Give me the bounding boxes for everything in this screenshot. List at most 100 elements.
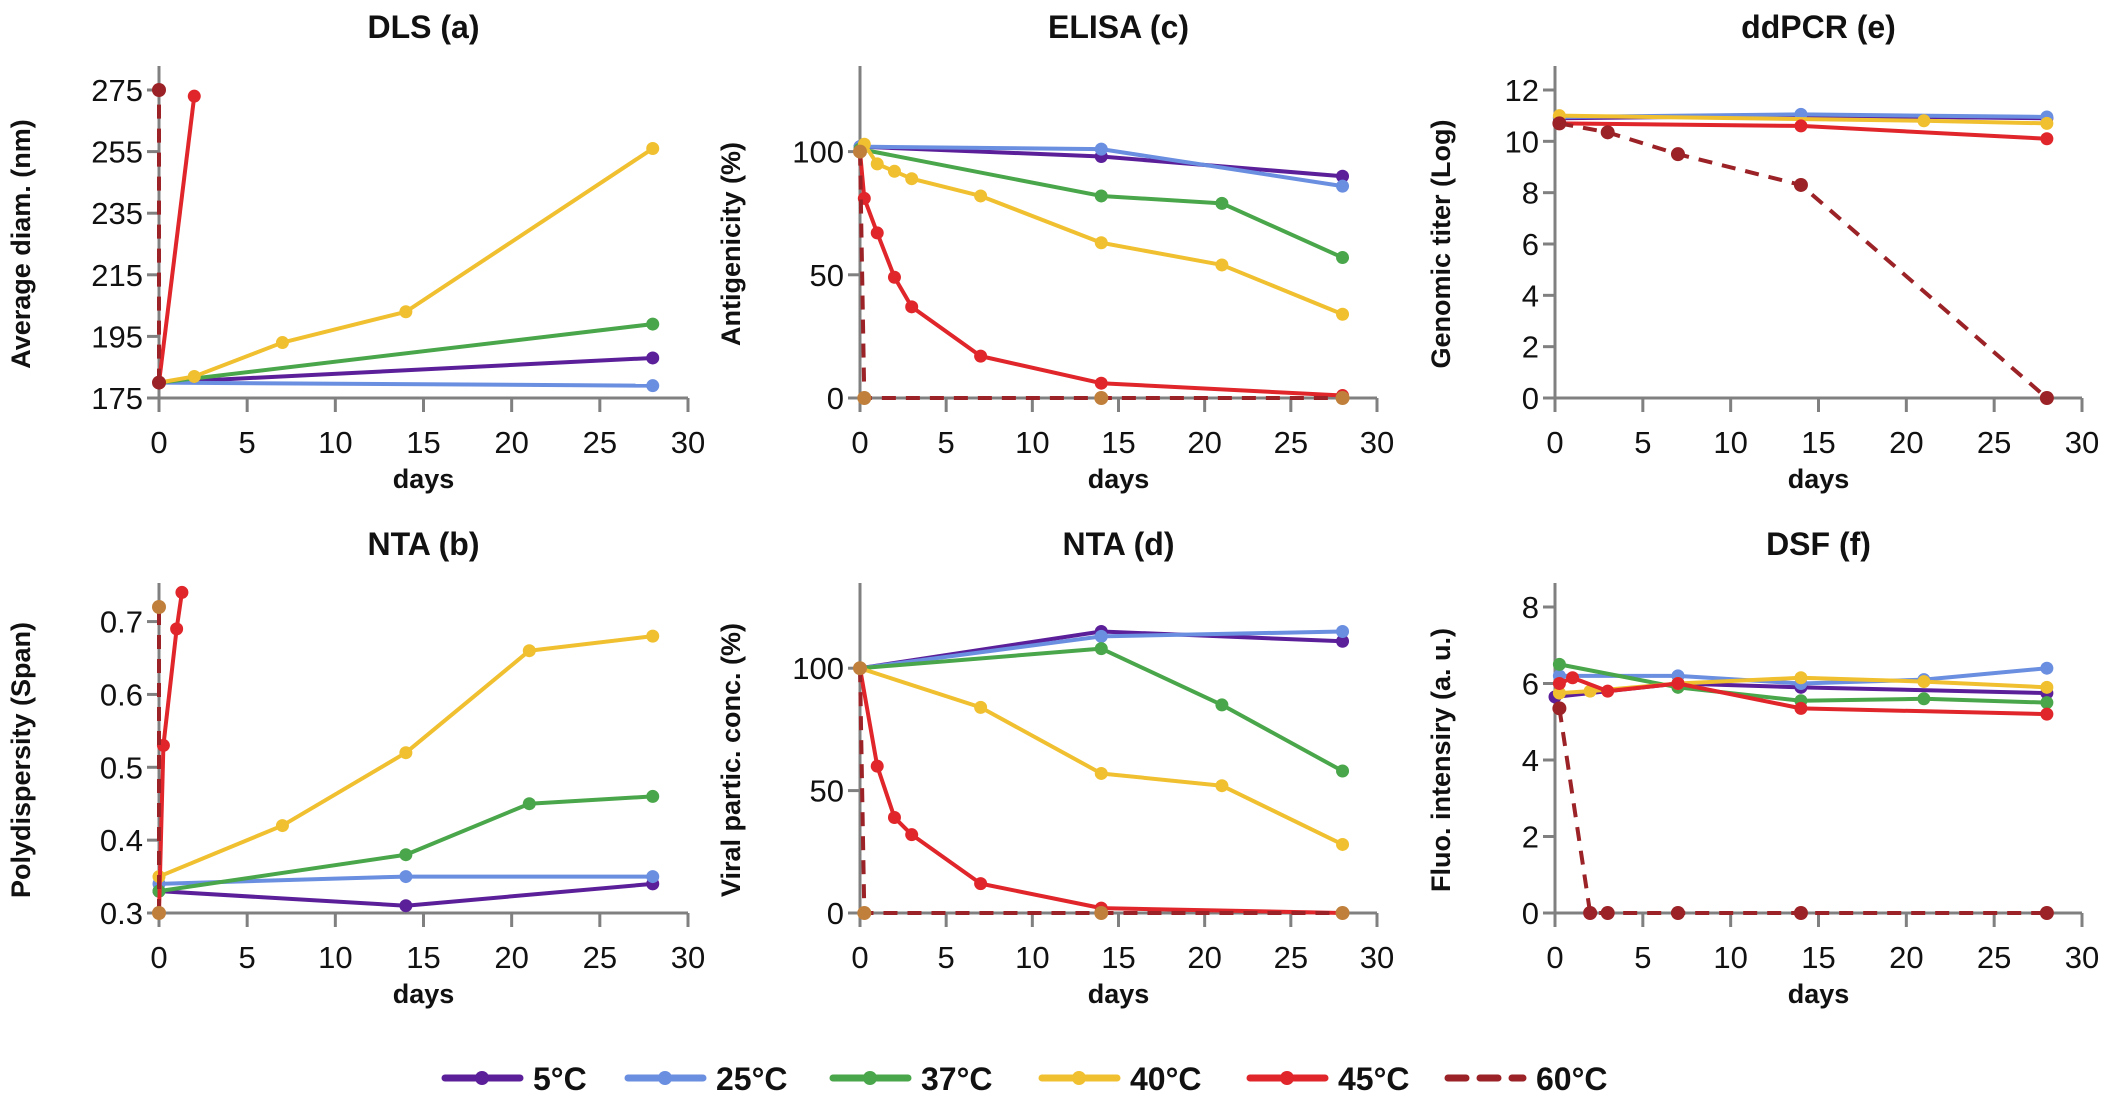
data-point: [974, 877, 988, 891]
plot-area: [853, 137, 1350, 405]
series-line-37c: [158, 794, 653, 894]
data-point: [1794, 671, 1808, 685]
data-point: [187, 369, 201, 383]
data-point: [399, 899, 413, 913]
y-tick-label: 100: [792, 651, 844, 686]
x-axis-label: days: [393, 979, 455, 1009]
data-point: [1336, 169, 1350, 183]
y-tick-label: 195: [91, 319, 143, 354]
data-point: [399, 870, 413, 884]
legend-item-5c: 5°C: [441, 1061, 587, 1097]
data-point: [1670, 906, 1685, 920]
y-tick-label: 50: [810, 258, 844, 293]
data-point: [1215, 258, 1229, 272]
data-point: [1094, 189, 1108, 203]
data-point: [1094, 906, 1109, 920]
data-point: [522, 797, 536, 811]
plot-area: [1552, 107, 2054, 405]
series-line-25c: [158, 380, 653, 388]
y-tick-label: 175: [91, 381, 143, 416]
y-tick-label: 275: [91, 73, 143, 108]
data-point: [2039, 906, 2054, 920]
x-tick-label: 10: [1015, 425, 1049, 460]
chart-title: DSF (f): [1766, 526, 1871, 562]
y-tick-label: 4: [1522, 743, 1539, 778]
data-point: [1336, 837, 1350, 851]
x-tick-label: 30: [671, 940, 705, 975]
x-tick-label: 0: [150, 940, 167, 975]
x-tick-label: 0: [851, 425, 868, 460]
chart-panel-0: DLS (a) 0 5 10 15 20 25 30 175 195 215 235 255 275 day…: [6, 9, 705, 494]
series-line-40c: [859, 666, 1344, 847]
x-tick-label: 0: [1546, 425, 1563, 460]
data-point: [905, 172, 919, 186]
legend-label: 25°C: [716, 1061, 788, 1097]
plot-area: [152, 83, 660, 393]
data-point: [275, 819, 289, 833]
x-tick-label: 25: [1977, 940, 2011, 975]
data-point: [1670, 147, 1685, 162]
data-point: [2040, 696, 2054, 710]
chart-panel-2: ddPCR (e) 0 5 10 15 20 25 30 0 2 4 6 8 10 12 days Genomi…: [1426, 9, 2099, 494]
data-point: [1793, 906, 1808, 920]
x-tick-label: 25: [583, 425, 617, 460]
legend: 5°C 25°C 37°C 40°C 45°C 60°C: [441, 1061, 1608, 1097]
data-point: [152, 375, 166, 390]
plot-area: [853, 624, 1350, 920]
x-tick-label: 10: [318, 940, 352, 975]
data-point: [1794, 119, 1808, 133]
x-tick-label: 15: [406, 940, 440, 975]
data-point: [1552, 701, 1567, 716]
y-tick-label: 50: [810, 774, 844, 809]
x-tick-label: 10: [1713, 425, 1747, 460]
x-tick-label: 20: [1187, 940, 1221, 975]
data-point: [1215, 698, 1229, 712]
x-axis-label: days: [1788, 464, 1850, 494]
data-point: [1336, 307, 1350, 321]
data-point: [1793, 177, 1808, 192]
y-tick-label: 6: [1522, 667, 1539, 702]
data-point: [1794, 701, 1808, 715]
y-axis-label: Polydispersity (Span): [6, 622, 36, 898]
x-tick-label: 30: [1360, 940, 1394, 975]
x-axis-label: days: [1788, 979, 1850, 1009]
y-tick-label: 12: [1505, 73, 1539, 108]
x-tick-label: 20: [1889, 940, 1923, 975]
x-tick-label: 30: [1360, 425, 1394, 460]
x-axis-label: days: [393, 464, 455, 494]
x-tick-label: 5: [938, 940, 955, 975]
data-point: [1336, 634, 1350, 648]
data-point: [1671, 677, 1685, 690]
series-line-37c: [859, 646, 1344, 773]
x-tick-label: 25: [583, 940, 617, 975]
data-point: [170, 622, 184, 636]
legend-item-40c: 40°C: [1038, 1061, 1202, 1097]
data-point: [1335, 391, 1350, 405]
data-point: [1094, 391, 1109, 405]
y-tick-label: 0: [827, 381, 844, 416]
series-line-60c: [1559, 121, 2049, 400]
data-point: [1600, 906, 1615, 920]
y-tick-label: 6: [1522, 227, 1539, 262]
data-point: [646, 629, 660, 643]
data-point: [2040, 680, 2054, 694]
data-point: [887, 811, 901, 825]
data-point: [905, 300, 919, 314]
x-tick-label: 15: [406, 425, 440, 460]
chart-title: NTA (d): [1063, 526, 1175, 562]
legend-label: 45°C: [1338, 1061, 1410, 1097]
data-point: [152, 906, 166, 920]
data-point: [1336, 764, 1350, 778]
y-tick-label: 8: [1522, 590, 1539, 625]
series-line-60c: [1557, 708, 2047, 915]
legend-label: 60°C: [1536, 1061, 1608, 1097]
chart-panel-4: NTA (d) 0 5 10 15 20 25 30 0 50 100 days Viral parti…: [716, 526, 1394, 1009]
data-point: [870, 157, 884, 171]
data-point: [1583, 684, 1597, 698]
legend-label: 40°C: [1130, 1061, 1202, 1097]
data-point: [1094, 629, 1108, 643]
data-point: [399, 305, 413, 319]
x-tick-label: 10: [1713, 940, 1747, 975]
data-point: [2039, 391, 2054, 405]
data-point: [1917, 675, 1931, 689]
